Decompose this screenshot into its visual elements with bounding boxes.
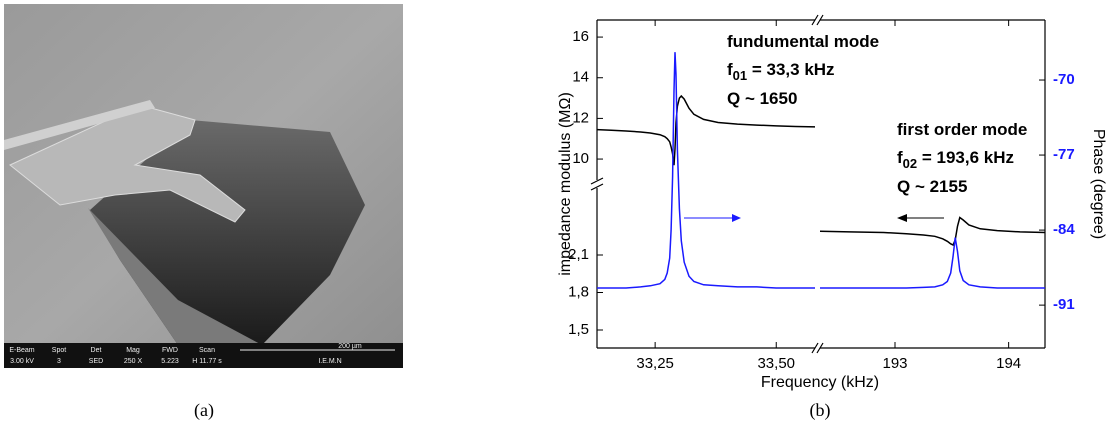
annotation: = 33,3 kHz (747, 60, 834, 79)
info-value: 3 (57, 358, 61, 365)
y-tick-label: 12 (572, 109, 589, 126)
axis-break (816, 14, 824, 26)
info-value: SED (89, 358, 103, 365)
annotation: 02 (903, 156, 917, 171)
y-tick-label: 1,5 (568, 321, 589, 338)
chart: Frequency (kHz) impedance modulus (MΩ) P… (557, 14, 1107, 391)
info-value: 3.00 kV (10, 358, 34, 365)
y2-tick-label: -84 (1053, 221, 1075, 238)
y-tick-label: 14 (572, 69, 589, 86)
axis-break (590, 177, 604, 185)
x-tick-label: 33,25 (636, 355, 674, 372)
info-label: Det (91, 347, 102, 354)
axis-break (811, 342, 819, 354)
series-line (597, 52, 1045, 289)
info-label: Spot (52, 347, 66, 354)
y2-tick-label: -77 (1053, 146, 1075, 163)
y-axis-label: impedance modulus (MΩ) (557, 92, 574, 276)
info-bar-texts: E-Beam 3.00 kV Spot 3 Det SED Mag 250 X FWD 5.223… (9, 347, 222, 365)
arrows (684, 214, 944, 222)
axis-break (590, 183, 604, 191)
annotation: Q ~ 2155 (897, 177, 967, 196)
probe (4, 100, 155, 150)
annotation: fundumental mode (727, 32, 879, 51)
info-value: 250 X (124, 358, 143, 365)
sem-image: E-Beam 3.00 kV Spot 3 Det SED Mag 250 X FWD 5.223… (4, 4, 403, 368)
axis-break (811, 14, 819, 26)
arrow-head (897, 214, 907, 222)
annotation: Q ~ 1650 (727, 89, 797, 108)
info-value: 5.223 (161, 358, 179, 365)
info-label: E-Beam (9, 347, 34, 354)
x-tick-label: 194 (996, 355, 1021, 372)
annotation: = 193,6 kHz (917, 148, 1014, 167)
scale-bar-label: 200 µm (338, 343, 362, 350)
info-value: H 11.77 s (192, 358, 222, 365)
arrow-head (732, 214, 741, 222)
y2-axis-label: Phase (degree) (1090, 129, 1107, 239)
x-tick-label: 193 (882, 355, 907, 372)
info-label: Mag (126, 347, 140, 354)
info-bar (4, 343, 403, 368)
cavity-wall (88, 208, 262, 345)
x-tick-label: 33,50 (757, 355, 795, 372)
y-tick-label: 10 (572, 150, 589, 167)
cantilever (9, 104, 246, 223)
annotation: f01 = 33,3 kHz (727, 60, 835, 83)
y-tick-label: 2,1 (568, 246, 589, 263)
info-label: FWD (162, 347, 178, 354)
lab-name: I.E.M.N (318, 358, 341, 365)
series-line (596, 94, 1046, 247)
x-axis-label: Frequency (kHz) (761, 374, 879, 391)
info-label: Scan (199, 347, 215, 354)
axis-break (816, 342, 824, 354)
annotation: first order mode (897, 120, 1027, 139)
y-tick-label: 1,8 (568, 283, 589, 300)
caption: (b) (810, 400, 831, 421)
axes-frame (590, 14, 1046, 354)
annotation: 01 (733, 68, 747, 83)
annotation: f02 = 193,6 kHz (897, 148, 1014, 171)
y-tick-label: 16 (572, 28, 589, 45)
caption: (a) (194, 400, 214, 421)
y2-tick-label: -70 (1053, 71, 1075, 88)
annotation: f (897, 148, 903, 167)
annotation: f (727, 60, 733, 79)
y2-tick-label: -91 (1053, 296, 1075, 313)
